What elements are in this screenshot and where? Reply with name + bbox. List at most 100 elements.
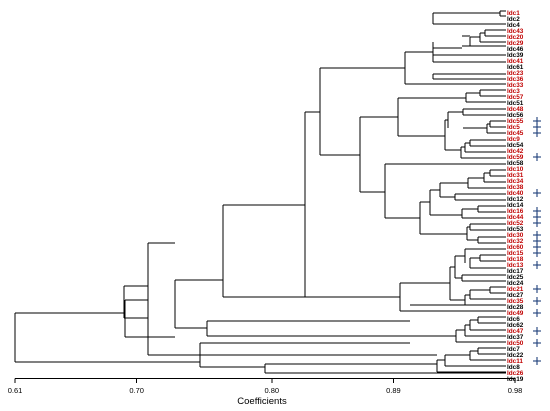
leaf-label: Idc38 (507, 184, 524, 191)
leaf-label: Idc2 (507, 16, 520, 23)
branch (419, 182, 468, 235)
cross-marker-icon (533, 285, 541, 293)
leaf-label: Idc28 (507, 304, 524, 311)
cross-marker-icon (533, 189, 541, 197)
leaf-label: Idc16 (507, 208, 524, 215)
cross-marker-icon (533, 327, 541, 335)
cross-marker-icon (533, 129, 541, 137)
branch (147, 242, 437, 356)
x-axis-ticks: 0.61 0.70 0.80 0.89 0.98 (8, 378, 523, 395)
branch (397, 97, 466, 151)
leaf-label: Idc47 (507, 328, 524, 335)
leaf-label: Idc52 (507, 220, 524, 227)
branch (499, 10, 506, 17)
leaf-label: Idc41 (507, 58, 524, 65)
leaf-label: Idc59 (507, 154, 524, 161)
leaf-label: Idc31 (507, 172, 524, 179)
leaf-label: Idc8 (507, 364, 520, 371)
branch (174, 279, 410, 337)
x-axis: 0.61 0.70 0.80 0.89 0.98 Coefficients (8, 378, 523, 407)
leaf-markers (533, 117, 541, 365)
leaf-label: Idc7 (507, 346, 520, 353)
leaf-label: Idc24 (507, 280, 524, 287)
leaf-label: Idc45 (507, 130, 524, 137)
branch (462, 108, 506, 134)
leaf-label: Idc6 (507, 316, 520, 323)
x-tick-label: 0.98 (508, 386, 523, 395)
branch (359, 116, 506, 219)
leaf-label: Idc53 (507, 226, 524, 233)
leaf-label: Idc55 (507, 118, 524, 125)
cross-marker-icon (533, 309, 541, 317)
x-axis-label: Coefficients (237, 396, 287, 407)
cross-marker-icon (533, 297, 541, 305)
branch (14, 312, 201, 367)
leaf-label: Idc21 (507, 286, 524, 293)
leaf-label: Idc15 (507, 250, 524, 257)
leaf-label: Idc11 (507, 358, 523, 365)
cross-marker-icon (533, 339, 541, 347)
branch (199, 342, 506, 374)
leaf-label: Idc25 (507, 274, 524, 281)
leaf-label: Idc49 (507, 310, 524, 317)
leaf-label: Idc17 (507, 268, 524, 275)
branch (123, 285, 148, 319)
leaf-label: Idc23 (507, 70, 524, 77)
leaf-label: Idc20 (507, 34, 524, 41)
cross-marker-icon (533, 219, 541, 227)
branch (410, 304, 505, 337)
leaf-label: Idc9 (507, 136, 520, 143)
leaf-label: Idc26 (507, 370, 524, 377)
leaf-label: Idc56 (507, 112, 524, 119)
cross-marker-icon (533, 249, 541, 257)
leaf-label: Idc43 (507, 28, 524, 35)
leaf-label: Idc5 (507, 124, 520, 131)
branch (450, 223, 506, 244)
branch (436, 347, 506, 373)
leaf-label: Idc60 (507, 244, 524, 251)
leaf-label: Idc39 (507, 52, 524, 59)
leaf-label: Idc50 (507, 340, 524, 347)
leaf-label: Idc29 (507, 40, 524, 47)
leaf-label: Idc14 (507, 202, 524, 209)
branch (454, 193, 506, 219)
branch (399, 266, 506, 312)
x-tick-label: 0.89 (386, 386, 401, 395)
x-tick-label: 0.80 (264, 386, 279, 395)
leaf-label: Idc1 (507, 10, 520, 17)
branch (462, 23, 506, 47)
leaf-label: Idc46 (507, 46, 524, 53)
branch (465, 89, 506, 103)
branch (404, 51, 506, 85)
leaf-label: Idc3 (507, 88, 520, 95)
leaf-label: Idc48 (507, 106, 524, 113)
leaf-label: Idc61 (507, 64, 524, 71)
leaf-label: Idc33 (507, 82, 524, 89)
cross-marker-icon (533, 261, 541, 269)
leaf-label: Idc10 (507, 166, 524, 173)
leaf-label: Idc30 (507, 232, 524, 239)
leaf-label: Idc40 (507, 190, 524, 197)
branch (304, 67, 405, 298)
leaf-label: Idc12 (507, 196, 524, 203)
x-tick-label: 0.61 (8, 386, 23, 395)
leaf-label: Idc36 (507, 76, 524, 83)
branch (460, 139, 506, 159)
leaf-label: Idc18 (507, 256, 524, 263)
x-tick-label: 0.70 (129, 386, 144, 395)
branch (467, 169, 506, 189)
branch (455, 316, 506, 343)
cross-marker-icon (533, 357, 541, 365)
leaf-label: Idc27 (507, 292, 524, 299)
leaf-label: Idc32 (507, 238, 524, 245)
leaf-label: Idc54 (507, 142, 524, 149)
leaf-label: Idc51 (507, 100, 524, 107)
leaf-label: Idc57 (507, 94, 524, 101)
leaf-label: Idc62 (507, 322, 524, 329)
leaf-label: Idc58 (507, 160, 524, 167)
leaf-label: Idc37 (507, 334, 524, 341)
leaf-labels: Idc1Idc2Idc4Idc43Idc20Idc29Idc46Idc39Idc… (507, 10, 524, 383)
cross-marker-icon (533, 153, 541, 161)
leaf-label: Idc44 (507, 214, 524, 221)
